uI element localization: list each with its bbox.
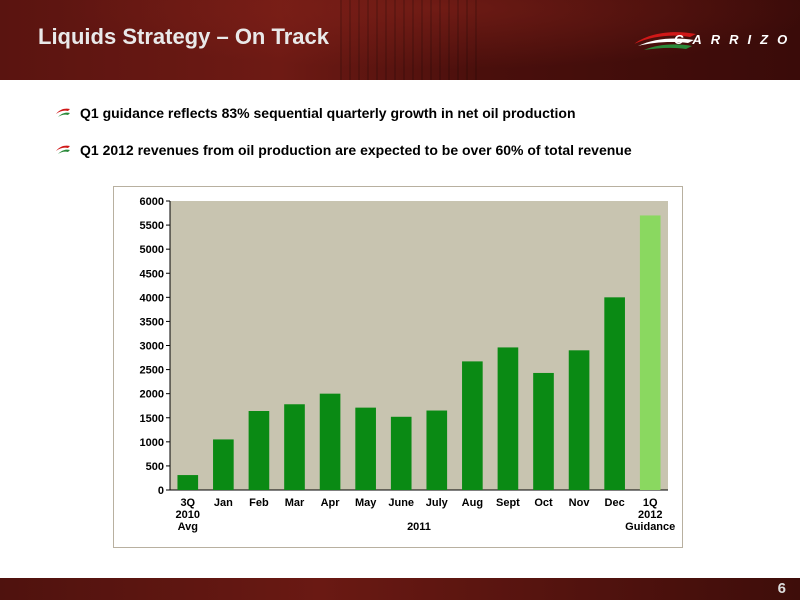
bullet-text: Q1 2012 revenues from oil production are… (80, 142, 632, 158)
slide-title: Liquids Strategy – On Track (38, 24, 329, 49)
y-tick-label: 1500 (140, 413, 164, 425)
y-tick-label: 500 (146, 461, 164, 473)
page-number: 6 (777, 580, 786, 597)
bar (533, 372, 554, 490)
bar (177, 475, 199, 490)
swoosh-bullet-icon (56, 145, 70, 154)
y-tick-label: 3000 (140, 341, 164, 353)
x-category-label: 1Q (643, 497, 658, 509)
bar (284, 404, 305, 490)
x-category-label: May (355, 497, 377, 509)
x-category-label: Jan (214, 497, 233, 509)
oil-production-chart: 0 500 1000 1500 2000 2500 3000 3500 4000 4500 5000… (113, 186, 683, 548)
y-tick-label: 3500 (140, 316, 164, 328)
bar-chart-canvas: 0 500 1000 1500 2000 2500 3000 3500 4000 4500 5000… (140, 196, 676, 533)
bar (390, 416, 412, 490)
y-tick-label: 4500 (140, 268, 164, 280)
bar (462, 361, 483, 490)
x-category-label: July (426, 497, 449, 509)
x-category-label: Aug (462, 497, 483, 509)
bar (568, 350, 590, 490)
x-category-label: 3Q (180, 497, 195, 509)
y-tick-label: 0 (158, 485, 164, 497)
bar (248, 411, 270, 490)
bar (213, 439, 234, 490)
bar (355, 407, 376, 490)
x-category-label: Nov (569, 497, 591, 509)
header-texture (340, 0, 480, 80)
plot-area (170, 201, 668, 490)
y-tick-label: 2000 (140, 389, 164, 401)
x-category-label: 2010 (176, 509, 200, 521)
y-tick-label: 2500 (140, 365, 164, 377)
swoosh-bullet-icon (56, 108, 70, 117)
slide-header: Liquids Strategy – On Track CARRIZO (0, 0, 800, 80)
slide-footer: 6 (0, 578, 800, 600)
x-category-label: Mar (285, 497, 305, 509)
carrizo-swoosh-logo-icon (634, 32, 696, 50)
y-tick-label: 1000 (140, 437, 164, 449)
logo-wordmark: CARRIZO (674, 32, 797, 47)
bar (604, 297, 625, 490)
x-category-label: Avg (178, 521, 198, 533)
y-tick-label: 5000 (140, 244, 164, 256)
x-category-label: June (388, 497, 414, 509)
bar (497, 347, 519, 490)
carrizo-logo: CARRIZO (630, 24, 800, 60)
bullet-item: Q1 guidance reflects 83% sequential quar… (55, 104, 576, 122)
bar (426, 410, 448, 490)
x-group-label: 2011 (407, 521, 431, 533)
x-category-label: Apr (321, 497, 341, 509)
y-tick-label: 5500 (140, 220, 164, 232)
x-category-label: Sept (496, 497, 520, 509)
x-category-label: Feb (249, 497, 269, 509)
bullet-item: Q1 2012 revenues from oil production are… (55, 141, 632, 159)
x-category-label: Dec (605, 497, 625, 509)
bar (639, 215, 661, 490)
x-category-label: Guidance (625, 521, 675, 533)
bullet-text: Q1 guidance reflects 83% sequential quar… (80, 105, 576, 121)
y-tick-label: 4000 (140, 292, 164, 304)
x-category-label: Oct (534, 497, 553, 509)
bar (319, 393, 341, 490)
x-category-label: 2012 (638, 509, 662, 521)
y-tick-label: 6000 (140, 196, 164, 208)
